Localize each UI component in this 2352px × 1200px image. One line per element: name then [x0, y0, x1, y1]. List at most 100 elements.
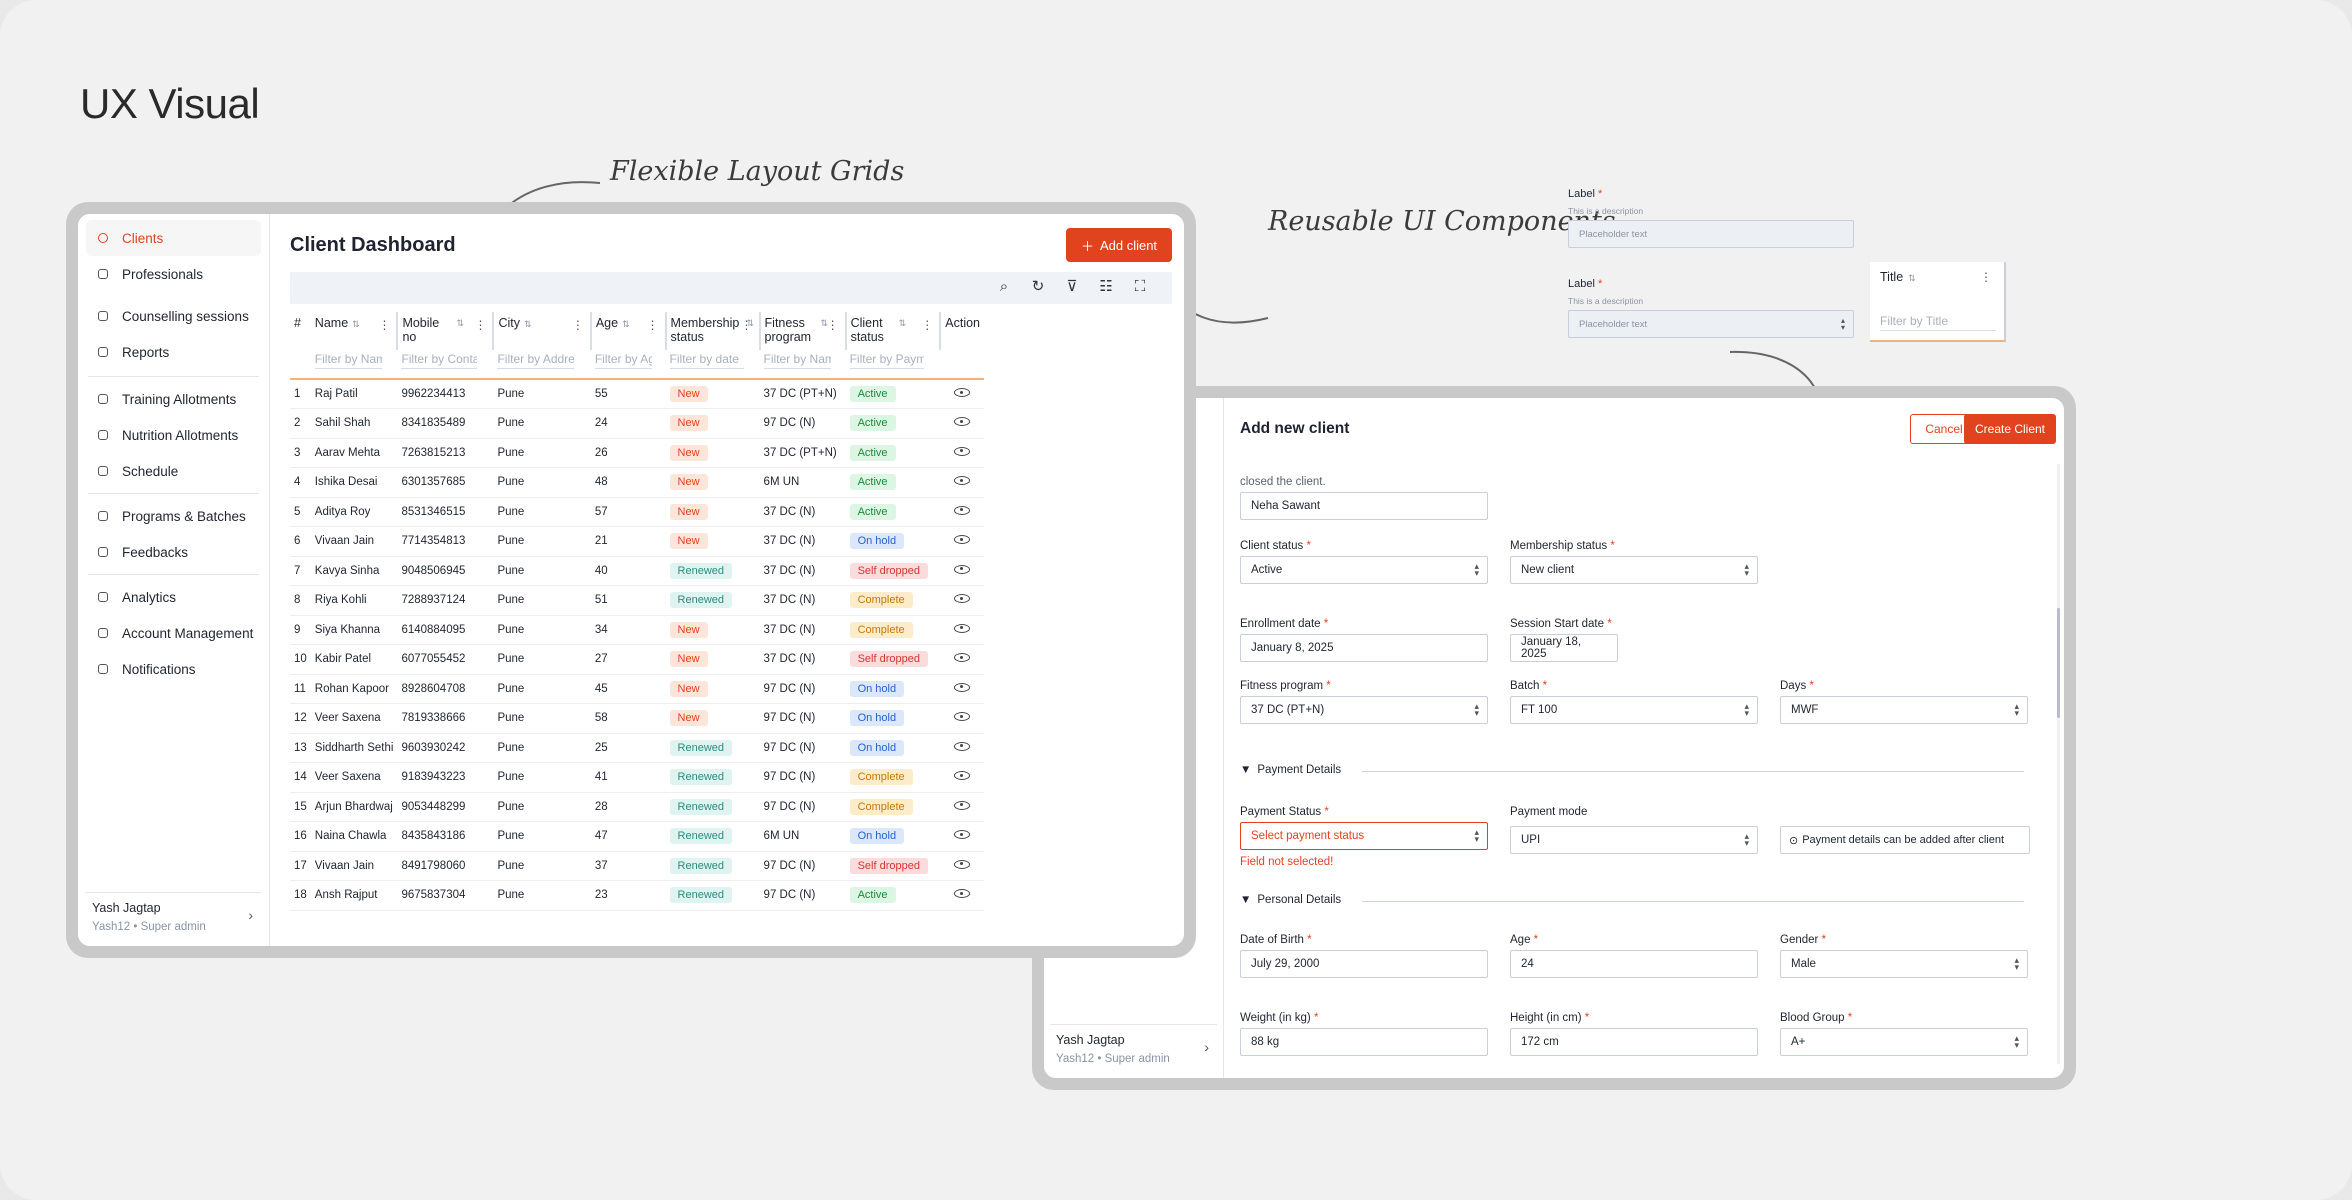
table-row[interactable]: 9 Siya Khanna 6140884095 Pune 34 New 37 DC (N)… [290, 615, 985, 645]
sidebar-item-notifications[interactable]: Notifications [86, 651, 261, 687]
component-text-input[interactable]: Placeholder text [1568, 220, 1854, 248]
batch-select[interactable]: FT 100 ▴ ▾ [1510, 696, 1758, 724]
table-row[interactable]: 12 Veer Saxena 7819338666 Pune 58 New 97 DC (N… [290, 703, 985, 734]
table-row[interactable]: 2 Sahil Shah 8341835489 Pune 24 New 97 DC (N) A… [290, 408, 985, 439]
sort-icon[interactable]: ⇅ [1908, 273, 1916, 283]
eye-icon[interactable] [954, 859, 971, 869]
eye-icon[interactable] [954, 682, 971, 692]
table-row[interactable]: 8 Riya Kohli 7288937124 Pune 51 Renewed 37 DC … [290, 585, 985, 616]
filter-payment[interactable]: Filter by Paym... [845, 350, 941, 380]
payment-mode-select[interactable]: UPI ▴ ▾ [1510, 826, 1758, 854]
table-row[interactable]: 18 Ansh Rajput 9675837304 Pune 23 Renewed 97 D… [290, 880, 985, 911]
component-select-input[interactable]: Placeholder text ▴ ▾ [1568, 310, 1854, 338]
col-membership[interactable]: Membership status ⇅ ⋮ [665, 312, 761, 350]
eye-icon[interactable] [954, 564, 971, 574]
filter-contact[interactable]: Filter by Conta... [397, 350, 494, 380]
table-row[interactable]: 6 Vivaan Jain 7714354813 Pune 21 New 37 DC (N)… [290, 526, 985, 557]
payment-details-toggle[interactable]: ▼ Payment Details [1240, 764, 1342, 776]
filter-program[interactable]: Filter by Name [759, 350, 846, 380]
kebab-icon[interactable]: ⋮ [474, 318, 487, 332]
eye-icon[interactable] [954, 594, 971, 604]
height-field[interactable]: 172 cm [1510, 1028, 1758, 1056]
table-row[interactable]: 7 Kavya Sinha 9048506945 Pune 40 Renewed 37 DC… [290, 556, 985, 586]
sidebar-item-analytics[interactable]: Analytics [86, 579, 261, 615]
sort-icon[interactable]: ⇅ [898, 318, 907, 328]
days-select[interactable]: MWF ▴ ▾ [1780, 696, 2028, 724]
fitness-program-select[interactable]: 37 DC (PT+N) ▴ ▾ [1240, 696, 1488, 724]
kebab-icon[interactable]: ⋮ [921, 318, 934, 332]
gender-select[interactable]: Male ▴ ▾ [1780, 950, 2028, 978]
sidebar-item-clients[interactable]: Clients [86, 220, 261, 256]
eye-icon[interactable] [954, 771, 971, 781]
columns-icon[interactable]: ☷ [1099, 278, 1113, 295]
col-age[interactable]: Age ⇅ ⋮ [590, 312, 667, 350]
sidebar-item-programs-batches[interactable]: Programs & Batches [86, 498, 261, 534]
col-status[interactable]: Client status ⇅ ⋮ [845, 312, 942, 350]
table-row[interactable]: 17 Vivaan Jain 8491798060 Pune 37 Renewed 97 D… [290, 851, 985, 881]
session-start-field[interactable]: January 18, 2025 [1510, 634, 1618, 662]
dob-field[interactable]: July 29, 2000 [1240, 950, 1488, 978]
sort-icon[interactable]: ⇅ [352, 319, 360, 329]
sort-icon[interactable]: ⇅ [746, 318, 755, 328]
kebab-icon[interactable]: ⋮ [571, 318, 584, 332]
search-icon[interactable]: ⌕ [999, 278, 1009, 295]
sidebar-item-counselling-sessions[interactable]: Counselling sessions [86, 298, 261, 334]
eye-icon[interactable] [954, 741, 971, 751]
filter-address[interactable]: Filter by Address [493, 350, 591, 380]
scrollbar-thumb[interactable] [2057, 608, 2060, 718]
kebab-icon[interactable]: ⋮ [1980, 270, 1992, 284]
column-filter-input[interactable]: Filter by Title [1880, 314, 1996, 331]
kebab-icon[interactable]: ⋮ [740, 318, 753, 332]
col-program[interactable]: Fitness program ⇅ ⋮ [759, 312, 847, 350]
weight-field[interactable]: 88 kg [1240, 1028, 1488, 1056]
name-field[interactable]: Neha Sawant [1240, 492, 1488, 520]
client-status-select[interactable]: Active ▴ ▾ [1240, 556, 1488, 584]
sidebar-item-training-allotments[interactable]: Training Allotments [86, 381, 261, 417]
table-row[interactable]: 11 Rohan Kapoor 8928604708 Pune 45 New 97 DC (… [290, 674, 985, 704]
sidebar-item-professionals[interactable]: Professionals [86, 256, 261, 292]
eye-icon[interactable] [954, 712, 971, 722]
table-row[interactable]: 16 Naina Chawla 8435843186 Pune 47 Renewed 6M … [290, 821, 985, 852]
kebab-icon[interactable]: ⋮ [646, 318, 659, 332]
personal-details-toggle[interactable]: ▼ Personal Details [1240, 894, 1342, 906]
eye-icon[interactable] [954, 505, 971, 515]
scrollbar-track[interactable] [2057, 464, 2060, 1064]
eye-icon[interactable] [954, 830, 971, 840]
user-card[interactable]: Yash Jagtap Yash12 • Super admin › [86, 892, 261, 938]
age-field[interactable]: 24 [1510, 950, 1758, 978]
col-city[interactable]: City ⇅ ⋮ [493, 312, 592, 350]
eye-icon[interactable] [954, 889, 971, 899]
payment-status-select[interactable]: Select payment status ▴ ▾ [1240, 822, 1488, 850]
sort-icon[interactable]: ⇅ [820, 318, 829, 328]
table-row[interactable]: 15 Arjun Bhardwaj 9053448299 Pune 28 Renewed 9… [290, 792, 985, 822]
sidebar-item-account-management[interactable]: Account Management [86, 615, 261, 651]
enrollment-date-field[interactable]: January 8, 2025 [1240, 634, 1488, 662]
table-row[interactable]: 3 Aarav Mehta 7263815213 Pune 26 New 37 DC (PT… [290, 438, 985, 468]
table-row[interactable]: 5 Aditya Roy 8531346515 Pune 57 New 37 DC (N) A… [290, 497, 985, 527]
sort-icon[interactable]: ⇅ [456, 318, 464, 328]
sidebar-item-reports[interactable]: Reports [86, 334, 261, 370]
eye-icon[interactable] [954, 623, 971, 633]
filter-name[interactable]: Filter by Name [310, 350, 398, 380]
sidebar-item-schedule[interactable]: Schedule [86, 453, 261, 489]
eye-icon[interactable] [954, 417, 971, 427]
eye-icon[interactable] [954, 476, 971, 486]
kebab-icon[interactable]: ⋮ [378, 318, 391, 332]
sort-icon[interactable]: ⇅ [524, 319, 532, 329]
eye-icon[interactable] [954, 446, 971, 456]
kebab-icon[interactable]: ⋮ [826, 318, 839, 332]
filter-age[interactable]: Filter by Age [590, 350, 666, 380]
sidebar-item-nutrition-allotments[interactable]: Nutrition Allotments [86, 417, 261, 453]
eye-icon[interactable] [954, 653, 971, 663]
create-client-button[interactable]: Create Client [1964, 414, 2056, 444]
table-row[interactable]: 4 Ishika Desai 6301357685 Pune 48 New 6M UN Act… [290, 467, 985, 498]
membership-status-select[interactable]: New client ▴ ▾ [1510, 556, 1758, 584]
filter-date[interactable]: Filter by date [665, 350, 760, 380]
sidebar-item-feedbacks[interactable]: Feedbacks [86, 534, 261, 570]
sort-icon[interactable]: ⇅ [622, 319, 630, 329]
table-row[interactable]: 10 Kabir Patel 6077055452 Pune 27 New 37 DC (N… [290, 644, 985, 675]
table-row[interactable]: 13 Siddharth Sethi 9603930242 Pune 25 Renewed… [290, 733, 985, 763]
col-name[interactable]: Name ⇅ ⋮ [310, 312, 399, 350]
fullscreen-icon[interactable]: ⛶ [1134, 278, 1146, 295]
table-row[interactable]: 1 Raj Patil 9962234413 Pune 55 New 37 DC (PT+N… [290, 379, 985, 409]
